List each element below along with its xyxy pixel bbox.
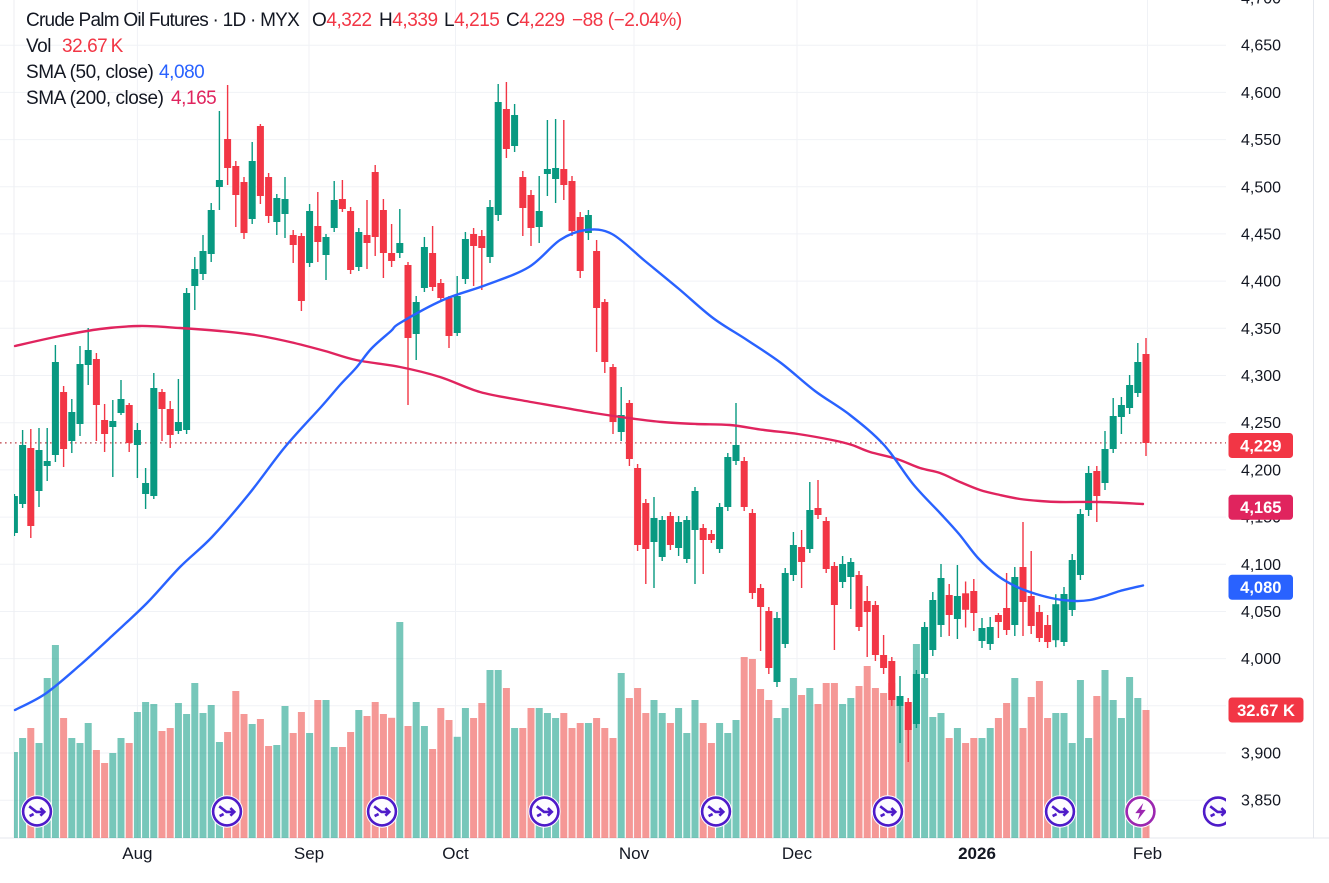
svg-text:4,100: 4,100 bbox=[1241, 557, 1281, 574]
svg-text:4,165: 4,165 bbox=[1240, 499, 1281, 517]
svg-text:Aug: Aug bbox=[122, 844, 152, 863]
svg-text:4,700: 4,700 bbox=[1241, 0, 1281, 8]
svg-text:4,000: 4,000 bbox=[1241, 651, 1281, 668]
svg-text:2026: 2026 bbox=[958, 844, 996, 863]
svg-text:4,600: 4,600 bbox=[1241, 85, 1281, 102]
svg-text:4,350: 4,350 bbox=[1241, 321, 1281, 338]
svg-text:4,400: 4,400 bbox=[1241, 274, 1281, 291]
svg-text:4,229: 4,229 bbox=[1240, 437, 1281, 455]
svg-text:4,050: 4,050 bbox=[1241, 604, 1281, 621]
svg-text:Sep: Sep bbox=[294, 844, 324, 863]
svg-text:Oct: Oct bbox=[442, 844, 469, 863]
svg-text:4,450: 4,450 bbox=[1241, 226, 1281, 243]
svg-text:3,850: 3,850 bbox=[1241, 793, 1281, 810]
svg-text:32.67 K: 32.67 K bbox=[1237, 702, 1295, 720]
svg-text:4,650: 4,650 bbox=[1241, 38, 1281, 55]
svg-text:4,250: 4,250 bbox=[1241, 415, 1281, 432]
svg-text:3,900: 3,900 bbox=[1241, 746, 1281, 763]
svg-text:4,080: 4,080 bbox=[1240, 579, 1281, 597]
svg-text:4,300: 4,300 bbox=[1241, 368, 1281, 385]
svg-text:4,500: 4,500 bbox=[1241, 179, 1281, 196]
svg-text:Nov: Nov bbox=[619, 844, 650, 863]
svg-text:Feb: Feb bbox=[1133, 844, 1162, 863]
svg-text:4,200: 4,200 bbox=[1241, 462, 1281, 479]
svg-text:4,550: 4,550 bbox=[1241, 132, 1281, 149]
svg-text:Dec: Dec bbox=[782, 844, 813, 863]
